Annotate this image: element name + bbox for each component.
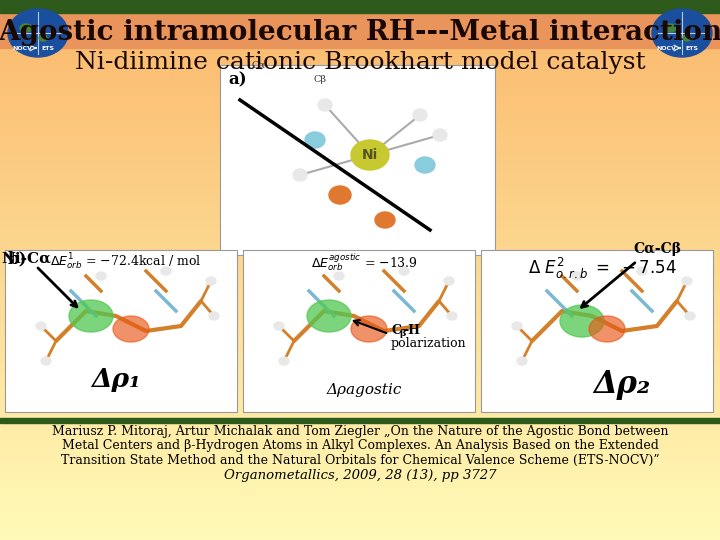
Polygon shape xyxy=(683,35,691,41)
Text: $\Delta E^{agostic}_{orb}$ = $-$13.9: $\Delta E^{agostic}_{orb}$ = $-$13.9 xyxy=(310,251,418,273)
Ellipse shape xyxy=(637,267,647,275)
Ellipse shape xyxy=(209,312,219,320)
Text: Agostic intramolecular RH---Metal interaction: Agostic intramolecular RH---Metal intera… xyxy=(0,18,720,45)
Polygon shape xyxy=(664,24,676,32)
Polygon shape xyxy=(351,316,387,342)
Ellipse shape xyxy=(318,99,332,111)
Text: Δρ₂: Δρ₂ xyxy=(593,368,651,400)
Ellipse shape xyxy=(572,272,582,280)
Ellipse shape xyxy=(413,109,427,121)
Bar xyxy=(5,250,237,412)
Polygon shape xyxy=(113,316,149,342)
Text: Mariusz P. Mitoraj, Artur Michalak and Tom Ziegler „On the Nature of the Agostic: Mariusz P. Mitoraj, Artur Michalak and T… xyxy=(52,426,668,438)
Polygon shape xyxy=(69,300,113,332)
Ellipse shape xyxy=(41,357,51,365)
Text: Δρagostic: Δρagostic xyxy=(326,383,402,397)
Text: Cα: Cα xyxy=(252,60,266,70)
Text: polarization: polarization xyxy=(391,338,467,350)
Text: NOCV: NOCV xyxy=(657,45,677,51)
Text: Organometallics, 2009, 28 (13), pp 3727: Organometallics, 2009, 28 (13), pp 3727 xyxy=(224,469,496,482)
Ellipse shape xyxy=(682,277,692,285)
Ellipse shape xyxy=(305,132,325,148)
Ellipse shape xyxy=(415,157,435,173)
Ellipse shape xyxy=(433,129,447,141)
Text: Δρ₁: Δρ₁ xyxy=(91,368,140,393)
Text: ETS: ETS xyxy=(41,45,54,51)
Ellipse shape xyxy=(447,312,457,320)
Bar xyxy=(243,250,475,412)
Ellipse shape xyxy=(279,357,289,365)
Bar xyxy=(481,250,713,412)
Ellipse shape xyxy=(517,357,527,365)
Bar xyxy=(0,13,720,48)
Ellipse shape xyxy=(685,312,695,320)
Polygon shape xyxy=(560,305,604,337)
Ellipse shape xyxy=(652,9,712,57)
Ellipse shape xyxy=(161,267,171,275)
Text: b): b) xyxy=(8,250,27,267)
Text: β: β xyxy=(399,329,405,339)
Ellipse shape xyxy=(512,322,522,330)
Text: $\Delta\ E^2_{o.r.b}\ =\ -7.54$: $\Delta\ E^2_{o.r.b}\ =\ -7.54$ xyxy=(528,255,676,281)
Text: $\Delta E^1_{orb}$ = $-$72.4kcal / mol: $\Delta E^1_{orb}$ = $-$72.4kcal / mol xyxy=(50,252,202,272)
Text: C: C xyxy=(391,325,401,338)
Ellipse shape xyxy=(206,277,216,285)
Ellipse shape xyxy=(96,272,106,280)
Text: NOCV: NOCV xyxy=(12,45,32,51)
Text: Cβ: Cβ xyxy=(313,76,326,84)
Polygon shape xyxy=(307,300,351,332)
Text: -H: -H xyxy=(403,325,420,338)
Polygon shape xyxy=(39,35,47,41)
Text: a): a) xyxy=(228,71,247,88)
Polygon shape xyxy=(20,24,32,32)
Text: Transition State Method and the Natural Orbitals for Chemical Valence Scheme (ET: Transition State Method and the Natural … xyxy=(60,454,660,467)
Ellipse shape xyxy=(329,186,351,204)
Polygon shape xyxy=(589,316,625,342)
Ellipse shape xyxy=(444,277,454,285)
Ellipse shape xyxy=(36,322,46,330)
Bar xyxy=(0,0,720,13)
Ellipse shape xyxy=(351,140,389,170)
Text: Metal Centers and β-Hydrogen Atoms in Alkyl Complexes. An Analysis Based on the : Metal Centers and β-Hydrogen Atoms in Al… xyxy=(62,440,658,453)
Bar xyxy=(220,65,495,255)
Ellipse shape xyxy=(375,212,395,228)
Text: Cα-Cβ: Cα-Cβ xyxy=(633,242,681,256)
Bar xyxy=(0,418,720,423)
Text: Ni-Cα: Ni-Cα xyxy=(1,252,51,266)
Text: Ni: Ni xyxy=(362,148,378,162)
Text: Ni-diimine cationic Brookhart model catalyst: Ni-diimine cationic Brookhart model cata… xyxy=(75,51,645,73)
Ellipse shape xyxy=(293,169,307,181)
Ellipse shape xyxy=(8,9,68,57)
Text: ETS: ETS xyxy=(685,45,698,51)
Ellipse shape xyxy=(334,272,344,280)
Ellipse shape xyxy=(399,267,409,275)
Ellipse shape xyxy=(274,322,284,330)
